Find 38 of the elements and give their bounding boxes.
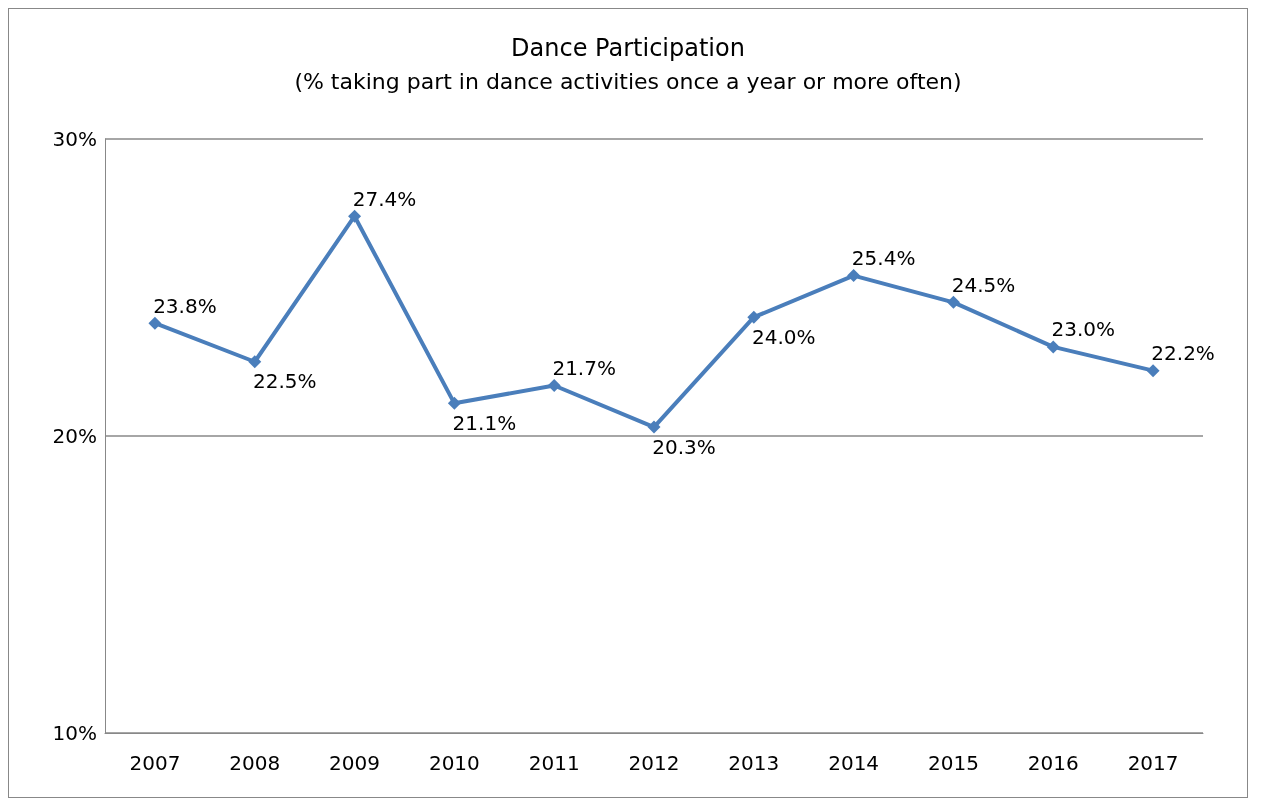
data-label: 20.3% [652,434,716,459]
data-label: 23.0% [1051,317,1116,342]
x-tick-label: 2007 [129,751,181,775]
y-tick-label: 20% [52,424,97,448]
data-label: 25.4% [851,246,916,271]
y-tick-label: 10% [52,721,97,745]
x-tick-label: 2009 [329,751,380,775]
data-label: 23.8% [153,293,217,318]
x-tick-label: 2010 [428,751,480,775]
point [847,269,861,283]
point [547,379,561,393]
point [946,295,960,309]
x-tick-label: 2015 [928,751,979,775]
data-label: 22.2% [1151,341,1215,366]
x-tick-label: 2012 [628,751,680,775]
data-label: 27.4% [352,186,417,211]
x-tick-label: 2014 [828,751,880,775]
data-label: 24.0% [752,324,816,349]
point [1146,364,1160,378]
point [747,310,761,324]
point [447,396,461,410]
point [348,209,362,223]
x-tick-label: 2013 [728,751,780,775]
data-label: 22.5% [252,369,317,394]
point [148,316,162,330]
x-tick-label: 2017 [1127,751,1179,775]
point [1046,340,1060,354]
data-label: 21.7% [552,356,616,381]
data-label: 24.5% [951,272,1016,297]
x-tick-label: 2011 [528,751,580,775]
chart-subtitle: (% taking part in dance activities once a year or more often) [294,68,962,94]
point [647,420,661,434]
chart-title: Dance Participation [511,34,745,62]
y-tick-label: 30% [52,127,97,151]
x-tick-label: 2008 [229,751,281,775]
point [248,355,262,369]
x-tick-label: 2016 [1027,751,1079,775]
data-label: 21.1% [452,410,517,435]
